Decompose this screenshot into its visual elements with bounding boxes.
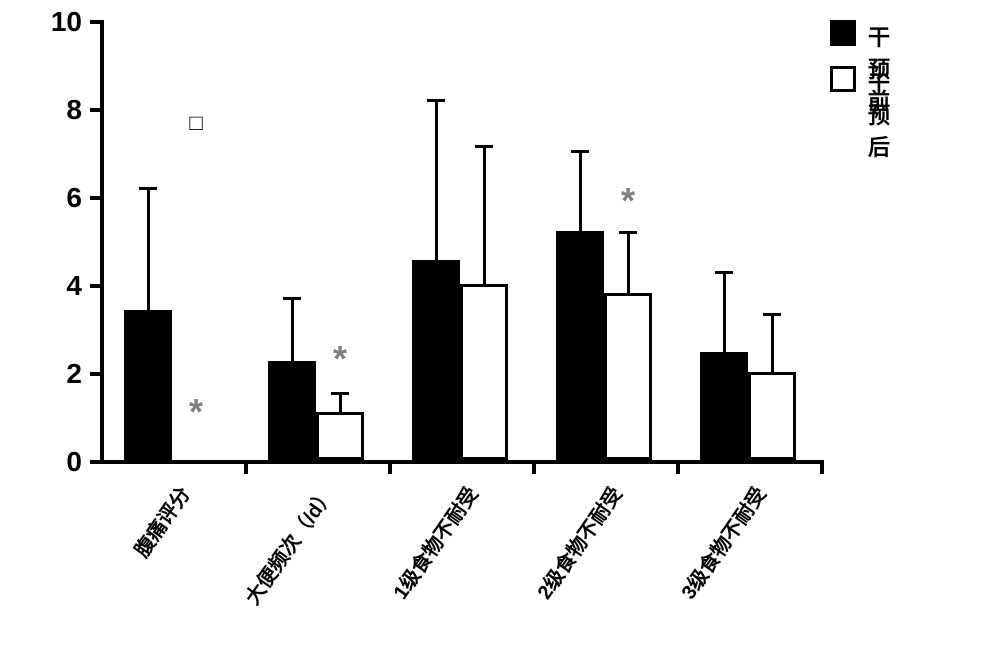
errorbar-cap bbox=[139, 187, 157, 190]
errorbar bbox=[435, 99, 438, 260]
bar-post bbox=[604, 293, 652, 460]
bar-pre bbox=[700, 352, 748, 460]
annotation-square: □ bbox=[176, 110, 216, 136]
legend-swatch bbox=[830, 66, 856, 92]
y-tick-mark bbox=[90, 284, 100, 288]
y-tick-mark bbox=[90, 372, 100, 376]
x-axis-label: 3级食物不耐受 bbox=[673, 480, 772, 604]
errorbar bbox=[291, 297, 294, 361]
y-tick-mark bbox=[90, 108, 100, 112]
x-axis-label: 2级食物不耐受 bbox=[529, 480, 628, 604]
errorbar-cap bbox=[475, 145, 493, 148]
legend-swatch bbox=[830, 20, 856, 46]
bar-post bbox=[460, 284, 508, 460]
y-tick-mark bbox=[90, 20, 100, 24]
errorbar-cap bbox=[619, 231, 637, 234]
errorbar-cap bbox=[331, 392, 349, 395]
bar-pre bbox=[556, 231, 604, 460]
errorbar bbox=[723, 271, 726, 352]
y-tick-label: 6 bbox=[0, 182, 82, 214]
bar-post bbox=[316, 412, 364, 460]
bar-pre bbox=[124, 310, 172, 460]
y-tick-mark bbox=[90, 460, 100, 464]
errorbar bbox=[147, 187, 150, 310]
y-tick-label: 2 bbox=[0, 358, 82, 390]
errorbar-cap bbox=[763, 313, 781, 316]
x-tick-mark bbox=[820, 464, 824, 474]
y-tick-mark bbox=[90, 196, 100, 200]
x-axis-label: 腹痛评分 bbox=[126, 480, 196, 562]
errorbar bbox=[627, 231, 630, 293]
y-tick-label: 8 bbox=[0, 94, 82, 126]
errorbar-cap bbox=[715, 271, 733, 274]
x-tick-mark bbox=[676, 464, 680, 474]
y-tick-label: 4 bbox=[0, 270, 82, 302]
bar-pre bbox=[412, 260, 460, 460]
x-axis-label: 1级食物不耐受 bbox=[385, 480, 484, 604]
bar-post bbox=[748, 372, 796, 460]
significance-star: * bbox=[320, 338, 360, 380]
x-tick-mark bbox=[532, 464, 536, 474]
errorbar-cap bbox=[427, 99, 445, 102]
y-tick-label: 0 bbox=[0, 446, 82, 478]
bar-pre bbox=[268, 361, 316, 460]
x-tick-mark bbox=[388, 464, 392, 474]
errorbar-cap bbox=[283, 297, 301, 300]
errorbar bbox=[579, 150, 582, 231]
legend-label: 干预后 bbox=[868, 66, 890, 162]
errorbar-cap bbox=[571, 150, 589, 153]
x-axis-label: 大便频次（/d） bbox=[237, 480, 340, 609]
errorbar bbox=[771, 313, 774, 372]
x-tick-mark bbox=[244, 464, 248, 474]
significance-star: * bbox=[608, 180, 648, 222]
x-axis-line bbox=[100, 460, 824, 464]
y-tick-label: 10 bbox=[0, 6, 82, 38]
errorbar bbox=[483, 145, 486, 284]
significance-star: * bbox=[176, 391, 216, 433]
bar-chart: 0 2 4 6 8 10 腹痛评分大便频次（/d） 1级食物不耐受 2级食物不耐受 3级食物不耐… bbox=[0, 0, 1000, 650]
